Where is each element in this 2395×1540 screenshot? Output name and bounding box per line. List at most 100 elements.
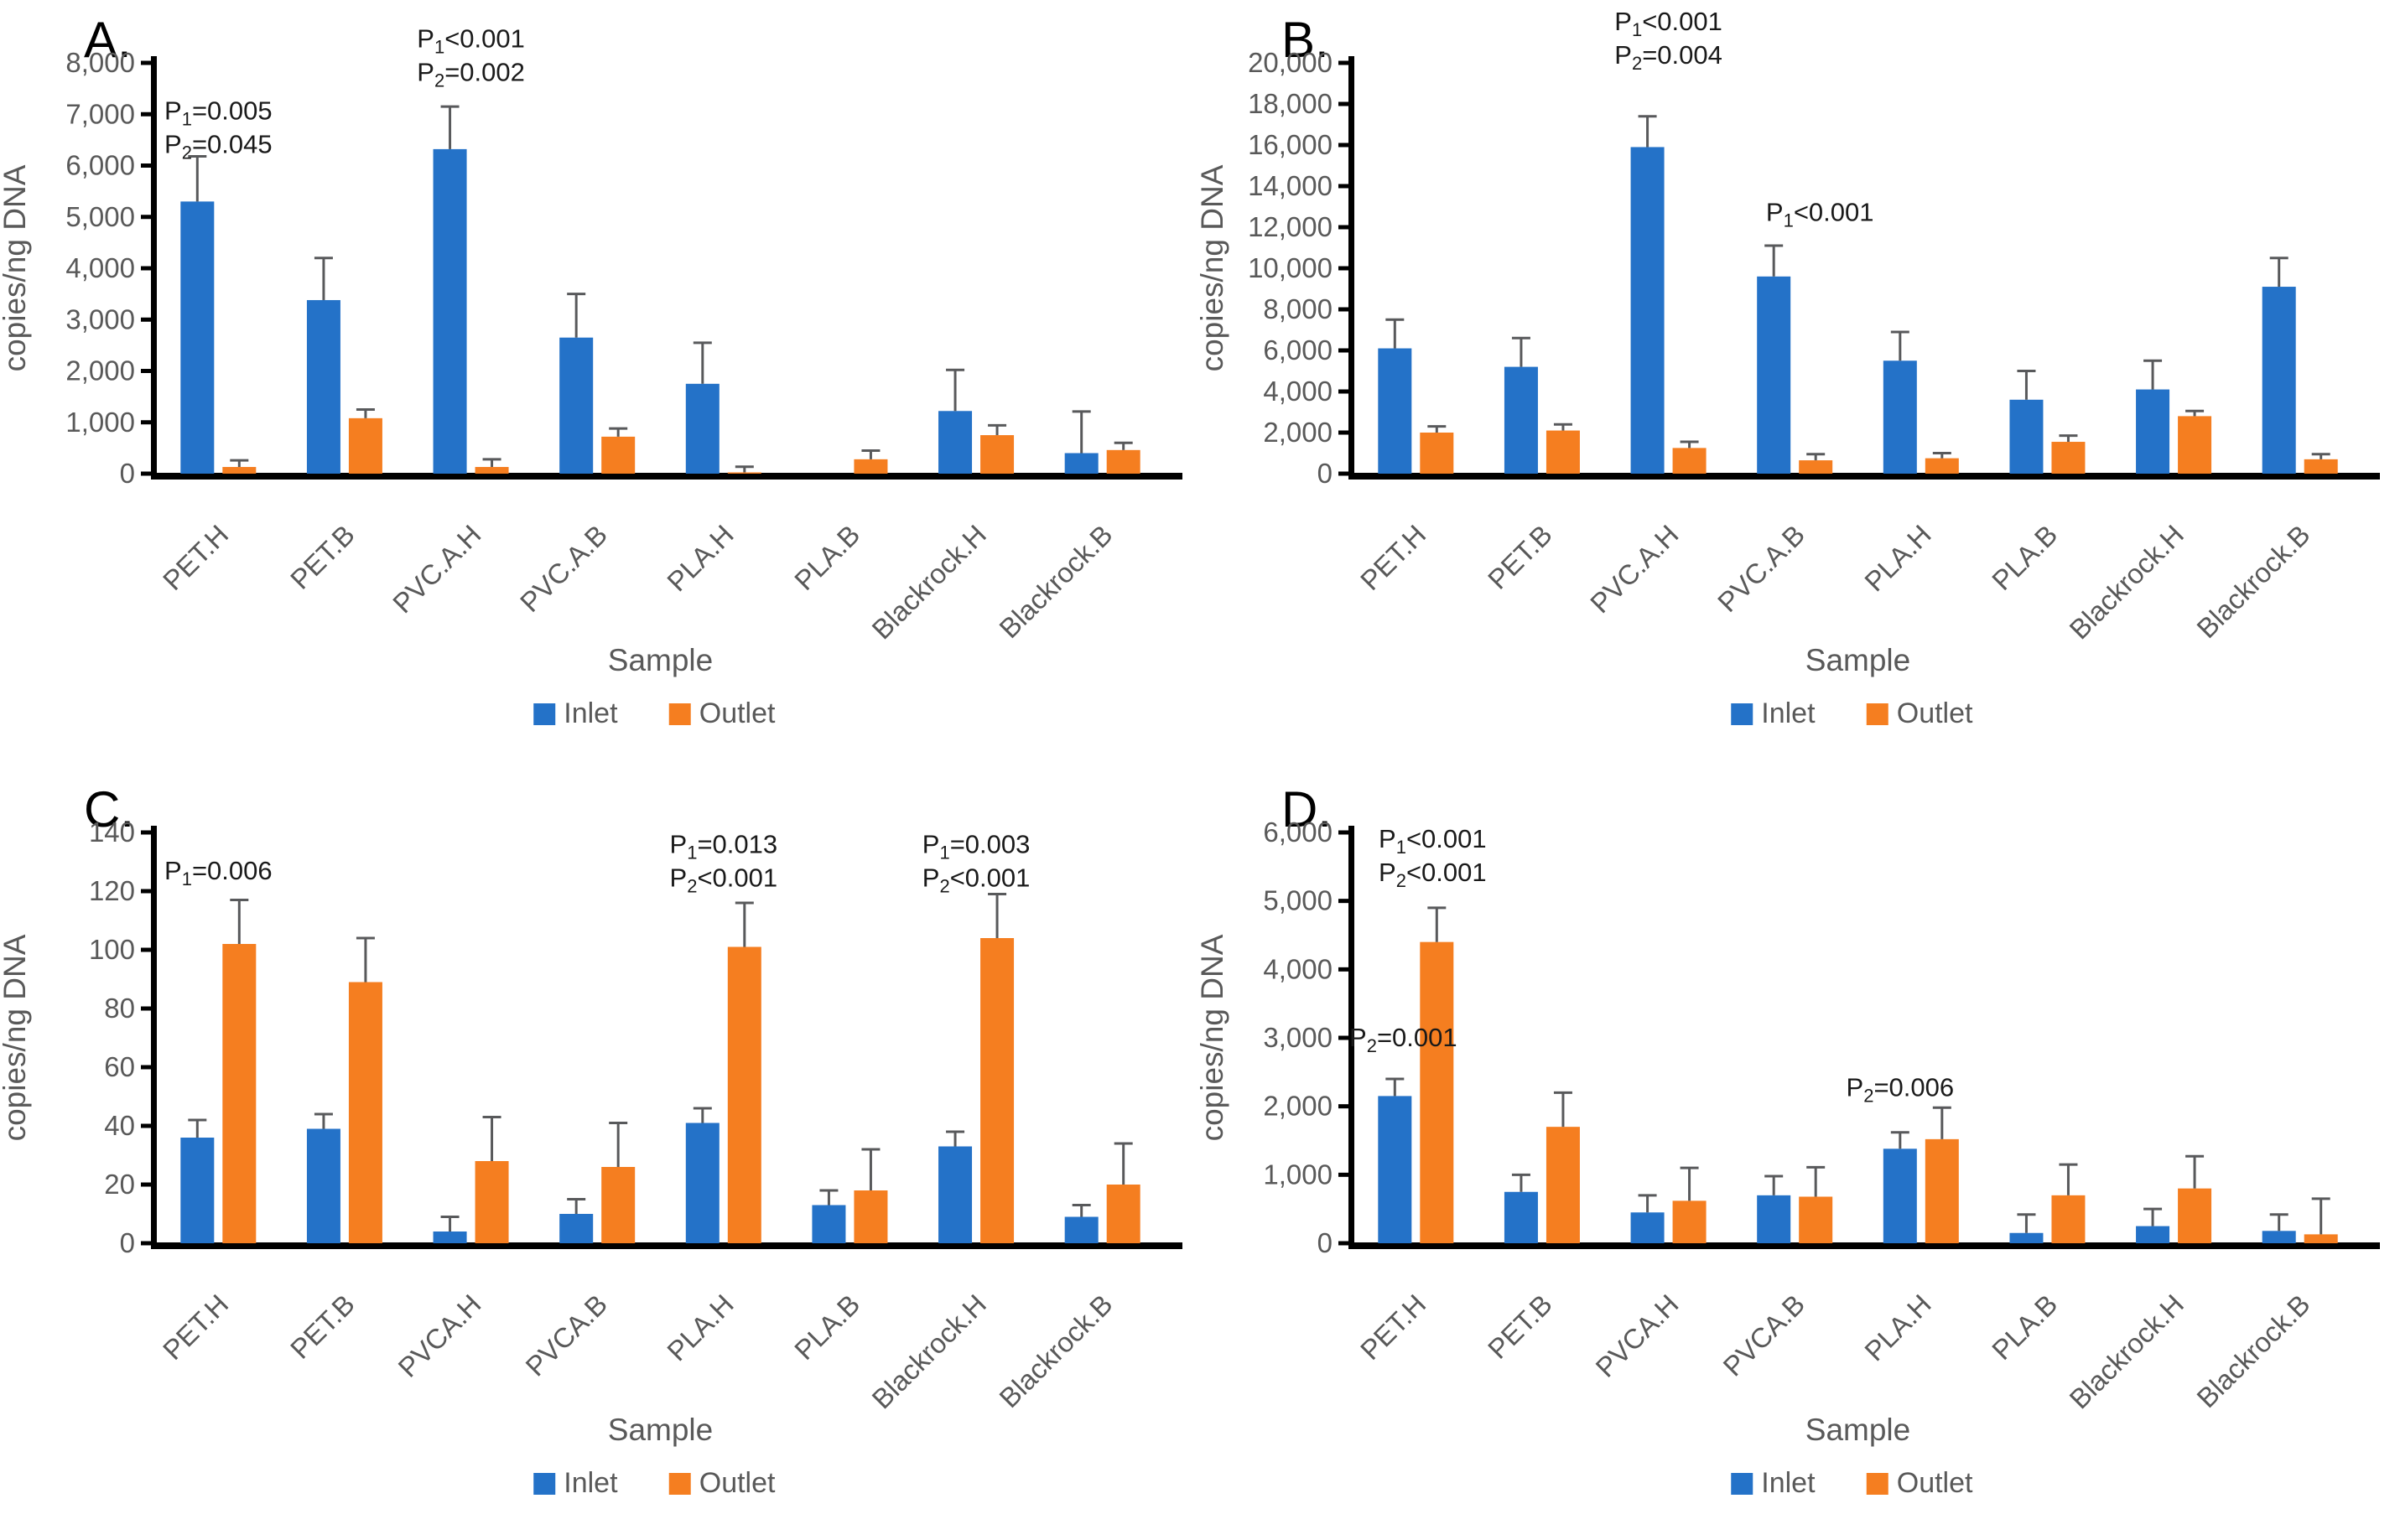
p-value-annotation: P1=0.005 bbox=[164, 96, 273, 129]
y-axis-tick-label: 0 bbox=[1317, 458, 1333, 489]
y-axis-tick-label: 8,000 bbox=[65, 47, 135, 78]
p-value-annotation: P2<0.001 bbox=[922, 863, 1031, 897]
bar-outlet-blackrock.b bbox=[2304, 1234, 2338, 1243]
y-axis-tick-label: 4,000 bbox=[1263, 376, 1333, 407]
x-axis-title: Sample bbox=[608, 643, 713, 677]
bar-outlet-pet.h bbox=[222, 467, 257, 474]
legend-label-outlet: Outlet bbox=[699, 1467, 776, 1499]
y-axis-tick-label: 1,000 bbox=[65, 407, 135, 438]
x-category-label: PVC.A.B bbox=[1712, 519, 1811, 618]
y-axis-line bbox=[151, 56, 157, 474]
y-axis-title: copies/ng DNA bbox=[1198, 164, 1229, 371]
bar-outlet-pvca.b bbox=[601, 1167, 636, 1243]
x-category-label: PLA.H bbox=[1858, 519, 1937, 598]
y-axis-tick-label: 100 bbox=[89, 934, 135, 965]
bar-outlet-pla.b bbox=[2051, 442, 2086, 474]
legend-swatch-outlet bbox=[1866, 1473, 1888, 1495]
legend-label-outlet: Outlet bbox=[1897, 1467, 1973, 1499]
y-axis-tick-label: 0 bbox=[120, 458, 135, 489]
bar-inlet-blackrock.b bbox=[1064, 1216, 1099, 1243]
bar-outlet-pet.h bbox=[1420, 433, 1454, 474]
y-axis-tick-label: 6,000 bbox=[1263, 817, 1333, 848]
bar-outlet-pet.h bbox=[1420, 941, 1454, 1243]
y-axis-tick-label: 6,000 bbox=[1263, 334, 1333, 366]
x-category-label: PVCA.H bbox=[392, 1289, 486, 1383]
bar-inlet-pvca.b bbox=[1757, 1195, 1791, 1243]
p-value-annotation: P2=0.006 bbox=[1847, 1072, 1955, 1106]
legend-label-inlet: Inlet bbox=[564, 1467, 618, 1499]
bar-outlet-blackrock.h bbox=[2178, 416, 2212, 474]
x-category-label: PLA.H bbox=[1858, 1289, 1937, 1367]
panel-label: A. bbox=[84, 12, 132, 68]
bar-outlet-pla.h bbox=[727, 472, 761, 474]
bar-inlet-pvc.a.h bbox=[1630, 147, 1665, 474]
bar-chart-b: B. copies/ng DNA 0 2,000 4,000 6,000 8,000 10,0… bbox=[1198, 7, 2380, 729]
x-category-label: PVCA.B bbox=[519, 1289, 613, 1382]
y-axis-line bbox=[151, 826, 157, 1243]
legend-label-inlet: Inlet bbox=[1761, 697, 1816, 729]
p-value-annotation: P1<0.001 bbox=[1766, 198, 1874, 231]
x-category-label: PVC.A.H bbox=[387, 519, 487, 620]
panel-a: A. copies/ng DNA 0 1,000 2,000 3,000 4,000 5,00… bbox=[0, 0, 1198, 770]
bar-outlet-pet.b bbox=[1546, 430, 1580, 474]
y-axis-line bbox=[1348, 56, 1354, 474]
bar-inlet-pet.h bbox=[180, 1138, 215, 1243]
y-axis-title: copies/ng DNA bbox=[0, 164, 32, 371]
bar-inlet-pvca.b bbox=[559, 1214, 594, 1243]
bar-inlet-pet.b bbox=[1504, 366, 1538, 474]
bar-outlet-pla.h bbox=[727, 946, 761, 1243]
x-category-label: Blackrock.H bbox=[865, 519, 992, 646]
x-category-label: PLA.B bbox=[1986, 519, 2063, 596]
bar-outlet-pvca.h bbox=[1672, 1200, 1707, 1243]
y-axis-tick-label: 12,000 bbox=[1248, 211, 1333, 242]
y-axis-title: copies/ng DNA bbox=[1198, 934, 1229, 1141]
y-axis-tick-label: 5,000 bbox=[1263, 885, 1333, 916]
y-axis-tick-label: 0 bbox=[120, 1227, 135, 1258]
x-axis-line bbox=[1348, 1242, 2380, 1249]
panel-c: C. copies/ng DNA 0 20 40 60 80 100 120 140 PET.H PE… bbox=[0, 770, 1198, 1540]
x-category-label: PVC.A.B bbox=[514, 519, 613, 618]
y-axis-tick-label: 2,000 bbox=[65, 355, 135, 386]
x-category-label: PVCA.H bbox=[1589, 1289, 1684, 1383]
legend-label-outlet: Outlet bbox=[1897, 697, 1973, 729]
bar-inlet-blackrock.h bbox=[2136, 1226, 2170, 1243]
bar-inlet-pet.h bbox=[1378, 348, 1412, 474]
bar-inlet-pla.b bbox=[2009, 1232, 2044, 1243]
bar-outlet-pla.b bbox=[854, 1190, 888, 1243]
y-axis-tick-label: 140 bbox=[89, 817, 135, 848]
x-axis-title: Sample bbox=[1805, 1413, 1910, 1447]
bar-inlet-pla.h bbox=[1883, 1149, 1917, 1243]
y-axis-tick-label: 16,000 bbox=[1248, 129, 1333, 160]
x-axis-line bbox=[151, 473, 1182, 480]
x-category-label: PET.B bbox=[1482, 519, 1558, 595]
y-axis-tick-label: 18,000 bbox=[1248, 88, 1333, 119]
bar-inlet-pvc.a.h bbox=[433, 148, 467, 474]
x-category-label: Blackrock.B bbox=[993, 1289, 1118, 1413]
bar-inlet-pvc.a.b bbox=[1757, 276, 1791, 474]
bar-inlet-pvca.h bbox=[433, 1231, 467, 1243]
y-axis-tick-label: 0 bbox=[1317, 1227, 1333, 1258]
bar-outlet-pet.b bbox=[348, 982, 382, 1243]
legend-label-inlet: Inlet bbox=[1761, 1467, 1816, 1499]
x-category-label: Blackrock.H bbox=[865, 1289, 992, 1415]
bar-inlet-blackrock.b bbox=[1064, 453, 1099, 474]
y-axis-tick-label: 7,000 bbox=[65, 98, 135, 129]
bar-inlet-pla.h bbox=[1883, 360, 1917, 474]
panel-label: B. bbox=[1281, 12, 1329, 68]
y-axis-tick-label: 3,000 bbox=[65, 303, 135, 334]
y-axis-tick-label: 3,000 bbox=[1263, 1022, 1333, 1053]
y-axis-tick-label: 5,000 bbox=[65, 201, 135, 232]
p-value-annotation: P2<0.001 bbox=[1379, 858, 1487, 891]
p-value-annotation: P1=0.003 bbox=[922, 830, 1031, 863]
legend-swatch-outlet bbox=[1866, 703, 1888, 725]
bar-outlet-blackrock.b bbox=[1106, 449, 1140, 474]
p-value-annotation: P2=0.045 bbox=[164, 129, 273, 163]
legend-swatch-inlet bbox=[1731, 1473, 1753, 1495]
legend-label-inlet: Inlet bbox=[564, 697, 618, 729]
y-axis-tick-label: 40 bbox=[104, 1110, 135, 1141]
bar-outlet-pet.b bbox=[348, 417, 382, 474]
x-axis-title: Sample bbox=[1805, 643, 1910, 677]
x-category-label: PVCA.B bbox=[1717, 1289, 1811, 1382]
p-value-annotation: P1<0.001 bbox=[1614, 7, 1722, 40]
bar-inlet-blackrock.h bbox=[2136, 389, 2170, 474]
